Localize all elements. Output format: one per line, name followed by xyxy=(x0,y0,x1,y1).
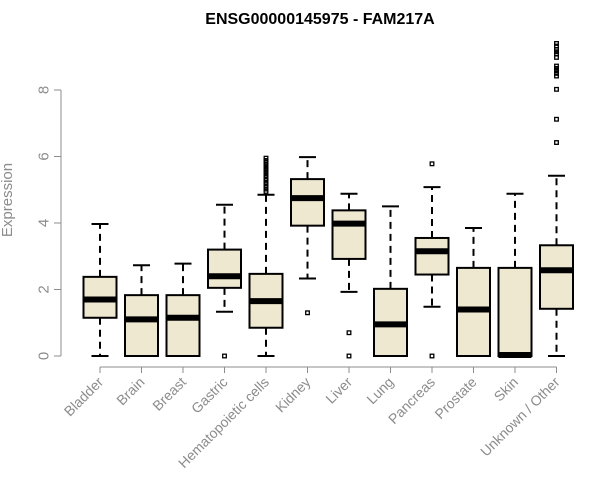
box-iqr xyxy=(165,294,201,357)
box-iqr xyxy=(331,209,367,260)
box-group xyxy=(207,203,242,359)
outlier-point xyxy=(554,43,559,49)
x-tick-label: Skin xyxy=(491,374,522,405)
x-tick-label: Bladder xyxy=(61,374,107,420)
box-group xyxy=(373,205,408,357)
outlier-point xyxy=(554,41,559,46)
x-tick-label: Prostate xyxy=(431,374,479,422)
outlier-point xyxy=(222,353,227,359)
box-group xyxy=(414,161,450,359)
box-iqr xyxy=(497,266,533,358)
outlier-point xyxy=(554,63,559,69)
box-group xyxy=(497,192,533,359)
box-group xyxy=(124,264,159,357)
y-tick-label: 8 xyxy=(36,86,53,94)
box-group xyxy=(456,226,491,358)
y-tick-label: 0 xyxy=(36,352,53,360)
chart-title: ENSG00000145975 - FAM217A xyxy=(205,11,435,28)
outlier-point xyxy=(554,73,559,79)
box-group xyxy=(82,222,118,357)
outlier-point xyxy=(346,330,352,336)
box-group xyxy=(290,156,325,316)
box-iqr xyxy=(414,236,450,276)
x-tick-label: Lung xyxy=(363,374,396,407)
outlier-point xyxy=(429,161,435,167)
outlier-point xyxy=(263,155,269,161)
outlier-point xyxy=(554,116,559,122)
outlier-point xyxy=(263,165,269,170)
outlier-point xyxy=(554,70,559,76)
x-tick-label: Brain xyxy=(113,374,147,408)
x-tick-label: Breast xyxy=(149,374,189,414)
y-tick-label: 4 xyxy=(36,219,53,227)
x-tick-label: Unknown / Other xyxy=(477,374,563,460)
box-group xyxy=(539,41,574,357)
y-tick-label: 2 xyxy=(36,285,53,293)
outlier-point xyxy=(346,353,352,359)
box-group xyxy=(248,155,284,357)
outlier-point xyxy=(554,86,559,92)
box-group xyxy=(165,262,201,357)
outlier-point xyxy=(554,140,559,145)
boxes xyxy=(82,41,574,359)
box-iqr xyxy=(124,294,159,357)
y-axis-label: Expression xyxy=(0,163,16,237)
box-group xyxy=(331,192,367,359)
y-axis: 0 2 4 6 8 xyxy=(36,86,62,360)
x-tick-label: Liver xyxy=(322,374,355,407)
box-iqr xyxy=(290,178,325,227)
outlier-point xyxy=(305,310,310,316)
box-iqr xyxy=(539,244,574,310)
outlier-point xyxy=(429,353,435,359)
y-tick-label: 6 xyxy=(36,152,53,160)
box-iqr xyxy=(207,248,242,289)
x-tick-label: Kidney xyxy=(272,374,314,416)
